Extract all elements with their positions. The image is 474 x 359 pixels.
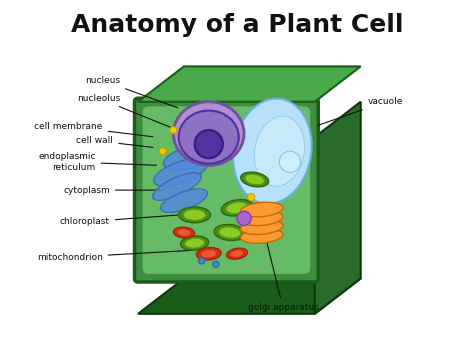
Ellipse shape <box>219 227 241 238</box>
Ellipse shape <box>178 229 191 236</box>
Ellipse shape <box>241 211 283 226</box>
Ellipse shape <box>196 247 221 260</box>
Text: cell membrane: cell membrane <box>35 122 153 137</box>
Text: cytoplasm: cytoplasm <box>63 186 164 195</box>
Ellipse shape <box>153 173 201 200</box>
Ellipse shape <box>241 229 283 243</box>
Ellipse shape <box>195 130 223 158</box>
Ellipse shape <box>199 258 205 264</box>
Text: chloroplast: chloroplast <box>60 215 178 227</box>
Ellipse shape <box>185 238 204 248</box>
Ellipse shape <box>231 250 243 257</box>
Ellipse shape <box>221 200 253 216</box>
Polygon shape <box>315 102 361 314</box>
Text: Anatomy of a Plant Cell: Anatomy of a Plant Cell <box>71 13 403 37</box>
Ellipse shape <box>254 116 304 186</box>
Ellipse shape <box>237 211 251 225</box>
Ellipse shape <box>179 207 210 223</box>
Polygon shape <box>138 66 361 102</box>
Ellipse shape <box>173 227 194 238</box>
Ellipse shape <box>226 202 248 214</box>
Ellipse shape <box>241 220 283 234</box>
Text: endoplasmic
reticulum: endoplasmic reticulum <box>38 152 156 172</box>
Ellipse shape <box>170 126 177 134</box>
Ellipse shape <box>214 224 246 241</box>
Text: nucleus: nucleus <box>85 76 178 108</box>
FancyBboxPatch shape <box>135 98 319 282</box>
Ellipse shape <box>181 236 209 250</box>
Text: vacuole: vacuole <box>318 97 403 126</box>
Ellipse shape <box>201 250 216 257</box>
Text: nucleolus: nucleolus <box>77 94 192 136</box>
Ellipse shape <box>241 172 269 187</box>
Ellipse shape <box>159 148 166 155</box>
Text: mitochondrion: mitochondrion <box>37 250 192 262</box>
Ellipse shape <box>245 174 264 185</box>
Ellipse shape <box>154 159 207 186</box>
Ellipse shape <box>241 202 283 217</box>
Ellipse shape <box>161 189 208 213</box>
Text: cell wall: cell wall <box>76 136 153 147</box>
Ellipse shape <box>233 99 312 204</box>
Polygon shape <box>138 279 361 314</box>
Ellipse shape <box>164 146 211 171</box>
Ellipse shape <box>173 102 244 165</box>
Ellipse shape <box>247 194 255 201</box>
FancyBboxPatch shape <box>142 105 311 275</box>
Ellipse shape <box>227 248 247 259</box>
Ellipse shape <box>179 111 239 164</box>
Text: golgi apparatus: golgi apparatus <box>247 239 319 312</box>
Ellipse shape <box>183 209 206 220</box>
Ellipse shape <box>279 151 301 172</box>
Ellipse shape <box>213 261 219 267</box>
